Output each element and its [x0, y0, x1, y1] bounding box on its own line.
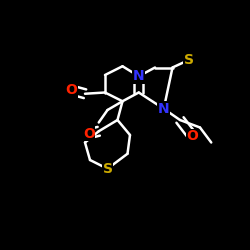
- Text: N: N: [133, 69, 144, 83]
- Text: S: S: [102, 162, 113, 176]
- Text: N: N: [158, 102, 170, 116]
- Text: S: S: [184, 53, 194, 67]
- Text: O: O: [65, 83, 77, 97]
- Text: O: O: [83, 127, 95, 141]
- Text: O: O: [186, 129, 198, 143]
